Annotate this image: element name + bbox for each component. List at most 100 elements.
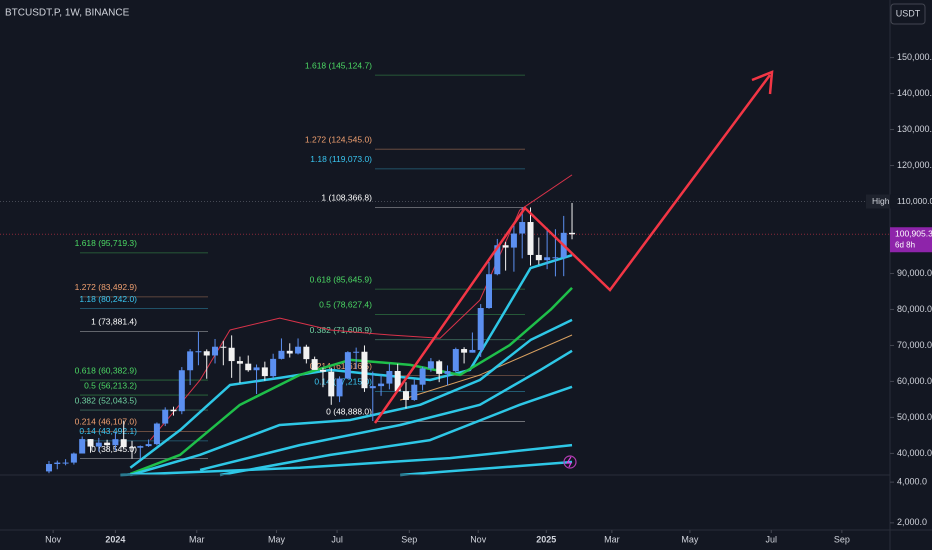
candle-body <box>386 371 393 384</box>
high-value-box <box>890 194 932 209</box>
fib-label: 0.382 (52,043.5) <box>75 395 138 405</box>
y-tick-label: 120,000.0 <box>897 160 932 170</box>
candle-body <box>137 446 144 448</box>
candle-body <box>402 391 409 400</box>
candle-body <box>361 351 368 389</box>
candle-body <box>79 439 86 454</box>
x-tick-label: May <box>268 534 286 544</box>
y-tick-label: 140,000.0 <box>897 88 932 98</box>
fib-label: 0 (48,888.0) <box>326 407 372 417</box>
y2-tick-label: 4,000.0 <box>897 477 927 487</box>
y-tick-label: 40,000.0 <box>897 448 932 458</box>
currency-box[interactable] <box>890 3 926 25</box>
candle-body <box>569 232 576 235</box>
candle-body <box>336 378 343 397</box>
candle-body <box>369 386 376 389</box>
projection-arrowhead <box>751 70 774 95</box>
candle-body <box>452 349 459 372</box>
candle-body <box>544 257 551 261</box>
candle-body <box>436 361 443 374</box>
fib-label: 0.5 (78,627.4) <box>319 300 372 310</box>
candle-body <box>228 347 235 362</box>
x-tick-label: Nov <box>470 534 487 544</box>
candle-body <box>378 383 385 387</box>
candle-body <box>477 308 484 350</box>
fib-label: 0.5 (56,213.2) <box>84 380 137 390</box>
candle-body <box>145 444 152 447</box>
y-tick-label: 80,000.0 <box>897 304 932 314</box>
candle-body <box>253 367 260 371</box>
fib-label: 0.14 (57,215.0) <box>314 377 372 387</box>
candle-body <box>469 349 476 353</box>
chart-title: BTCUSDT.P, 1W, BINANCE <box>5 8 130 19</box>
candle-body <box>187 351 194 371</box>
candle-body <box>295 346 302 354</box>
candle-body <box>153 423 160 445</box>
candle-body <box>286 350 293 354</box>
y-tick-label: 90,000.0 <box>897 268 932 278</box>
x-tick-label: May <box>681 534 699 544</box>
currency-label: USDT <box>896 8 921 18</box>
candle-body <box>444 371 451 374</box>
candle-body <box>45 464 52 472</box>
alert-icon[interactable] <box>563 455 577 469</box>
y-tick-label: 130,000.0 <box>897 124 932 134</box>
y-tick-label: 60,000.0 <box>897 376 932 386</box>
y-tick-label: 70,000.0 <box>897 340 932 350</box>
candle-body <box>70 453 77 463</box>
fib-label: 0.618 (85,645.9) <box>310 274 373 284</box>
candle-body <box>411 384 418 400</box>
candle-body <box>510 233 517 248</box>
fib-label: 1.18 (119,073.0) <box>310 154 372 164</box>
plot-layer: 1.618 (95,719.3) 1.272 (83,492.9) 1.18 (80… <box>0 60 890 477</box>
candle-body <box>394 371 401 392</box>
moving-average <box>129 287 573 476</box>
candle-body <box>270 358 277 377</box>
moving-average <box>120 443 573 477</box>
fib-label: 0.618 (60,382.9) <box>75 365 138 375</box>
y-tick-label: 150,000.0 <box>897 52 932 62</box>
candle-body <box>112 439 119 446</box>
band-line <box>400 334 573 401</box>
high-tag-box <box>866 194 890 209</box>
candle-body <box>95 442 102 447</box>
candle-body <box>427 361 434 369</box>
fib-label: 1.272 (83,492.9) <box>75 282 138 292</box>
x-tick-label: Jul <box>331 534 343 544</box>
projection-path <box>373 74 772 424</box>
candle-body <box>278 350 285 359</box>
fib-label: 1.18 (80,242.0) <box>79 294 137 304</box>
candle-body <box>203 351 210 356</box>
last-price-label: 100,905.3 <box>895 228 932 238</box>
x-tick-label: Mar <box>189 534 205 544</box>
fib-label: 0.214 (61,616.5) <box>310 361 373 371</box>
x-tick-label: Mar <box>604 534 620 544</box>
high-tag-label: High <box>872 196 890 206</box>
candle-body <box>552 257 559 259</box>
alert-bolt <box>565 456 572 468</box>
candle-body <box>220 346 227 348</box>
x-tick-label: Sep <box>834 534 850 544</box>
fib-label: 1.618 (145,124.7) <box>305 60 372 70</box>
candle-body <box>461 349 468 353</box>
last-price-tag <box>890 227 932 253</box>
candle-body <box>527 222 534 255</box>
y-tick-label: 50,000.0 <box>897 412 932 422</box>
fib-label: 0.382 (71,608.9) <box>310 325 373 335</box>
candle-body <box>62 462 69 464</box>
moving-average <box>199 349 573 472</box>
candle-body <box>328 371 335 397</box>
candle-body <box>87 439 94 447</box>
y2-tick-label: 2,000.0 <box>897 517 927 527</box>
fib-label: 0.214 (46,107.0) <box>75 417 138 427</box>
fib-label: 0 (38,545.0) <box>91 444 137 454</box>
candle-body <box>129 447 136 449</box>
moving-average <box>129 253 573 469</box>
fib-label: 1.272 (124,545.0) <box>305 134 372 144</box>
candle-body <box>311 359 318 370</box>
candle-body <box>120 439 127 448</box>
candle-body <box>303 346 310 360</box>
candle-body <box>236 361 243 364</box>
candle-body <box>212 346 219 356</box>
candle-body <box>353 351 360 353</box>
